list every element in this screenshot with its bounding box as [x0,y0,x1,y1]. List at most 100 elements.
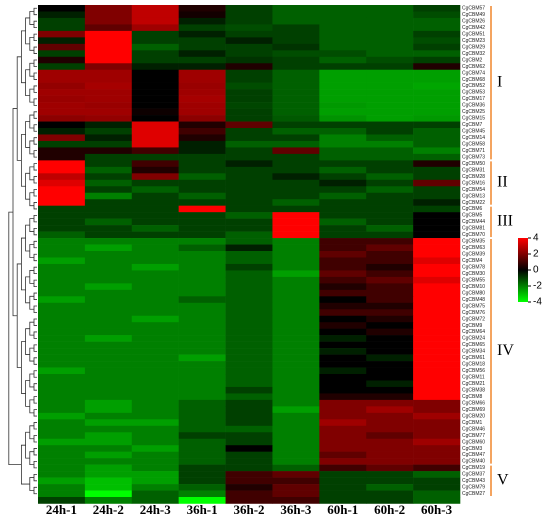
heat-cell [366,380,414,388]
heat-cell [178,322,226,329]
heat-cell [38,438,86,446]
heat-cell [178,374,226,381]
heat-cell [84,348,133,355]
heat-cell [319,386,367,394]
heat-cell [366,102,414,109]
row-label: CgCBM50 [462,161,485,167]
dendrogram-branch [33,214,37,223]
heat-cell [366,412,414,420]
heat-cell [131,393,179,401]
heat-cell [225,30,273,38]
heat-cell [131,484,179,491]
heat-cell [319,95,367,103]
heat-cell [131,361,179,368]
row-label: CgCBM21 [462,381,485,387]
heat-cell [84,477,133,485]
heat-cell [225,380,273,388]
dendrogram-branch [33,227,37,236]
heat-cell [178,276,226,284]
heat-cell [225,263,273,271]
dendrogram-branch [29,88,34,103]
dendrogram-branch [33,486,37,495]
heat-cell [225,251,273,258]
heat-cell [413,458,461,465]
heat-cell [131,354,179,362]
heat-cell [178,328,226,336]
heat-cell [178,302,226,310]
heat-cell [225,153,273,161]
heat-cell [38,451,86,459]
heat-cell [413,464,461,472]
heat-cell [366,425,414,433]
heat-cell [38,128,86,135]
heat-cell [366,166,414,174]
heat-cell [131,147,179,155]
heat-cell [366,432,414,440]
dendrogram-branch [21,341,26,394]
heat-cell [178,63,226,71]
row-label: CgCBM32 [462,51,485,57]
heat-cell [272,341,320,349]
heat-cell [366,160,414,168]
heat-cell [84,484,133,491]
heat-cell [131,134,179,142]
row-label: CgCBM36 [462,103,485,109]
heat-cell [225,108,273,116]
heat-cell [84,147,133,155]
row-label: CgCBM8 [462,394,483,400]
heat-cell [131,43,179,51]
heat-cell [38,276,86,284]
heat-cell [413,438,461,446]
heat-cell [131,348,179,355]
heat-cell [225,76,273,83]
heat-cell [178,425,226,433]
heat-cell [131,309,179,317]
heat-cell [178,69,226,77]
heat-cell [366,451,414,459]
heat-cell [413,63,461,71]
dendrogram-branch [25,69,30,97]
heat-cell [272,76,320,83]
dendrogram-branch [33,357,37,365]
heat-cell [225,140,273,148]
heat-cell [38,5,86,12]
heat-cell [319,406,367,414]
heat-cell [84,173,133,181]
heat-cell [225,173,273,181]
heat-cell [319,393,367,401]
heat-cell [131,238,179,245]
heat-cell [84,218,133,226]
heat-cell [84,322,133,329]
heat-cell [178,399,226,407]
heat-cell [178,335,226,342]
dendrogram-branch [33,305,37,313]
heat-cell [319,128,367,135]
heat-cell [413,257,461,265]
row-label: CgCBM22 [462,200,485,206]
dendrogram-branch [29,218,34,232]
heat-cell [319,270,367,278]
heat-cell [319,425,367,433]
heat-cell [319,309,367,317]
heat-cell [178,212,226,219]
heat-cell [84,458,133,465]
dendrogram-branch [33,124,37,132]
heat-cell [84,134,133,142]
heat-cell [225,89,273,96]
heat-cell [131,432,179,440]
heat-cell [319,11,367,19]
heat-cell [38,212,86,219]
heat-cell [178,30,226,38]
heat-cell [84,43,133,51]
heat-cell [84,89,133,96]
row-label: CgCBM75 [462,303,485,309]
heat-cell [38,30,86,38]
heat-cell [413,199,461,206]
heat-cell [366,89,414,96]
row-label: CgCBM61 [462,355,485,361]
heat-cell [319,354,367,362]
heat-cell [366,322,414,329]
heat-cell [272,270,320,278]
heat-cell [178,24,226,32]
heat-cell [84,199,133,206]
